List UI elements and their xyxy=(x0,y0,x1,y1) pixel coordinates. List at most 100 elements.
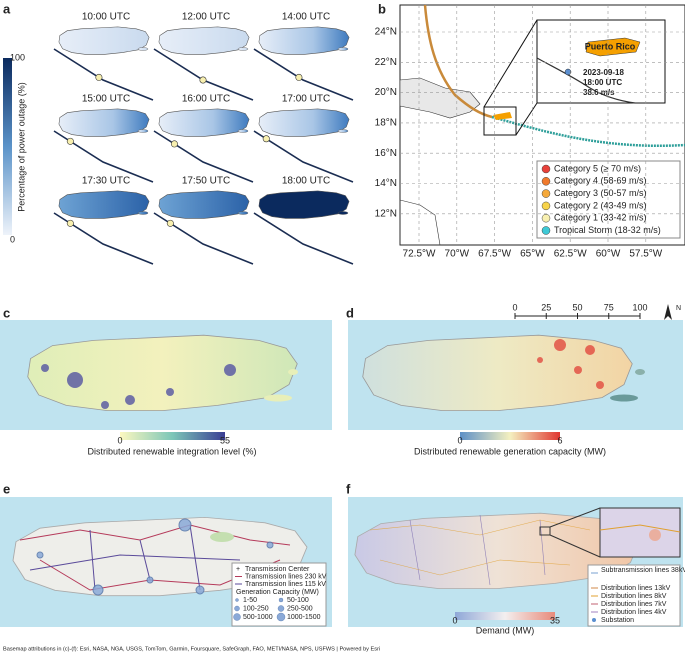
legend-label: Category 5 (≥ 70 m/s) xyxy=(554,163,641,173)
puerto-rico xyxy=(258,190,350,219)
puerto-rico xyxy=(585,37,641,57)
legend-symbol: + xyxy=(236,566,240,573)
time-label: 10:00 UTC xyxy=(82,12,130,23)
lon-label: 72.5°W xyxy=(403,249,436,260)
colorbar-tick: 0 xyxy=(457,435,462,445)
legend-label: Category 1 (33-42 m/s) xyxy=(554,213,647,223)
legend-swatch xyxy=(541,164,551,174)
colorbar xyxy=(3,58,12,235)
time-label: 12:00 UTC xyxy=(182,12,230,23)
island xyxy=(237,211,249,215)
legend-label: 1-50 xyxy=(243,597,257,604)
colorbar-tick: 35 xyxy=(550,615,560,625)
legend-symbol xyxy=(592,618,596,622)
time-label: 14:00 UTC xyxy=(282,12,330,23)
puerto-rico xyxy=(158,190,250,219)
lon-label: 60°W xyxy=(596,249,621,260)
north-label: N xyxy=(676,305,681,312)
colorbar xyxy=(120,432,225,440)
colorbar xyxy=(460,432,560,440)
lon-label: 62.5°W xyxy=(554,249,587,260)
storm-track xyxy=(253,212,354,265)
storm-center xyxy=(66,219,74,227)
panel-label: b xyxy=(378,1,386,16)
storm-track xyxy=(153,130,254,183)
storm-center xyxy=(262,135,270,143)
colorbar-label: Demand (MW) xyxy=(476,625,535,635)
lon-label: 57.5°W xyxy=(629,249,662,260)
legend-label: Transmission lines 115 kV xyxy=(245,581,326,588)
north-arrow xyxy=(664,304,672,320)
legend-label: Substation xyxy=(601,617,634,624)
legend-label: 1000-1500 xyxy=(287,614,321,621)
lon-label: 65°W xyxy=(520,249,545,260)
puerto-rico xyxy=(58,190,150,219)
island xyxy=(237,47,249,51)
puerto-rico xyxy=(493,112,512,120)
legend-box xyxy=(231,562,327,627)
time-label: 17:50 UTC xyxy=(182,176,230,187)
colorbar-tick: 0 xyxy=(10,234,15,244)
legend-label: Category 4 (58-69 m/s) xyxy=(554,176,647,186)
coastline xyxy=(399,199,441,246)
scale-label: 25 xyxy=(541,302,551,312)
legend-label: Distribution lines 7kV xyxy=(601,601,667,608)
island xyxy=(137,47,149,51)
lat-label: 12°N xyxy=(375,208,397,219)
storm-center xyxy=(170,140,178,148)
island xyxy=(337,211,349,215)
puerto-rico xyxy=(158,26,250,55)
storm-center xyxy=(166,219,174,227)
colorbar-label: Distributed renewable integration level … xyxy=(87,446,256,456)
legend-subtitle: Generation Capacity (MW) xyxy=(236,589,319,596)
colorbar-tick: 55 xyxy=(220,435,230,445)
legend-swatch xyxy=(541,226,551,235)
island xyxy=(288,369,298,375)
legend-label: 250-500 xyxy=(287,605,313,612)
legend-label: 100-250 xyxy=(243,605,269,612)
inset-date: 2023-09-18 xyxy=(583,68,624,77)
inset-lines xyxy=(599,524,681,533)
legend-swatch xyxy=(541,189,551,198)
legend-size xyxy=(233,613,241,621)
inset xyxy=(599,507,681,558)
legend-label: Distribution lines 8kV xyxy=(601,593,667,600)
storm-center xyxy=(66,137,74,145)
legend-label: Distribution lines 13kV xyxy=(601,585,671,592)
zoom-box xyxy=(483,106,517,136)
zoom-line xyxy=(549,534,601,558)
land xyxy=(399,77,481,119)
time-label: 18:00 UTC xyxy=(282,176,330,187)
island xyxy=(337,129,349,133)
legend-label: Category 2 (43-49 m/s) xyxy=(554,200,647,210)
panel-label: f xyxy=(346,481,351,496)
colorbar-tick: 0 xyxy=(117,435,122,445)
legend-box xyxy=(536,160,681,239)
legend-size xyxy=(234,605,240,612)
inset xyxy=(536,19,666,104)
inset-title: Puerto Rico xyxy=(585,41,636,51)
legend-size xyxy=(277,605,285,612)
colorbar-tick: 100 xyxy=(10,52,25,62)
storm-track xyxy=(53,48,154,101)
scale-label: 75 xyxy=(604,302,614,312)
lat-label: 24°N xyxy=(375,27,397,38)
panel-label: e xyxy=(3,481,10,496)
storm-center xyxy=(295,73,303,81)
distribution-lines xyxy=(369,514,591,586)
island xyxy=(137,129,149,133)
storm-track xyxy=(423,4,493,119)
colorbar-label: Percentage of power outage (%) xyxy=(16,82,26,212)
time-label: 16:00 UTC xyxy=(182,94,230,105)
footer: Basemap attributions in (c)-(f): Esri, N… xyxy=(3,646,380,652)
storm-track xyxy=(253,130,354,183)
island xyxy=(610,394,638,402)
time-label: 17:30 UTC xyxy=(82,176,130,187)
lat-label: 18°N xyxy=(375,118,397,129)
inset-hotspot xyxy=(649,529,661,541)
puerto-rico xyxy=(26,333,299,412)
legend-label: Subtransmission lines 38kV xyxy=(601,567,685,574)
lat-label: 16°N xyxy=(375,148,397,159)
legend-box xyxy=(587,564,681,627)
